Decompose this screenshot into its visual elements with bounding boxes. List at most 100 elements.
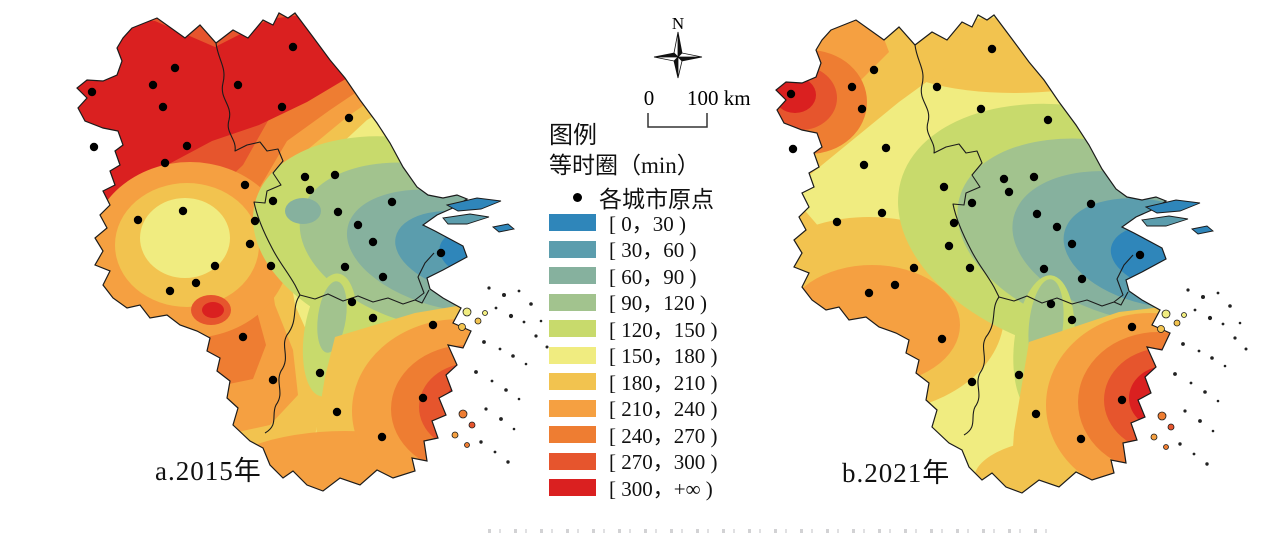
legend-row: [ 150，180 ) bbox=[549, 344, 769, 368]
city-origin-dot bbox=[890, 280, 900, 290]
city-origin-dot bbox=[944, 241, 954, 251]
city-origin-dot bbox=[158, 102, 168, 112]
city-origin-dot bbox=[999, 174, 1009, 184]
city-origin-dot bbox=[786, 89, 796, 99]
legend-swatch bbox=[549, 373, 596, 390]
isochrone-map-2021 bbox=[775, 14, 1248, 494]
legend-classes: [ 0，30 ) [ 30，60 ) [ 60，90 ) [ 90，120 ) … bbox=[549, 212, 769, 501]
legend-row: [ 30，60 ) bbox=[549, 238, 769, 262]
panel-label-2021: b.2021年 bbox=[842, 458, 951, 488]
city-origin-dot bbox=[1046, 299, 1056, 309]
legend-swatch bbox=[549, 399, 596, 417]
city-origin-dot bbox=[965, 263, 975, 273]
city-origin-dot bbox=[932, 82, 942, 92]
estuary-islands bbox=[1141, 199, 1214, 235]
legend-swatch bbox=[549, 320, 596, 337]
city-origin-dot bbox=[378, 272, 388, 282]
legend-point-label: 各城市原点 bbox=[599, 187, 714, 212]
city-origin-dot bbox=[191, 278, 201, 288]
legend-class-label: [ 180，210 ) bbox=[609, 370, 718, 395]
city-origin-dot bbox=[939, 182, 949, 192]
legend-swatch bbox=[549, 293, 596, 311]
legend-class-label: [ 300，+∞ ) bbox=[609, 476, 713, 501]
city-origin-dot bbox=[857, 104, 867, 114]
city-origin-dot bbox=[937, 334, 947, 344]
city-origin-dot bbox=[288, 42, 298, 52]
legend-row: [ 180，210 ) bbox=[549, 371, 769, 395]
city-origin-dot bbox=[333, 207, 343, 217]
legend: 图例 等时圈（min） 各城市原点 [ 0，30 ) [ 30，60 ) [ 6… bbox=[549, 122, 769, 506]
city-origin-dot bbox=[418, 393, 428, 403]
city-origin-dot bbox=[160, 158, 170, 168]
city-origin-dot bbox=[1004, 187, 1014, 197]
city-origin-dot bbox=[315, 368, 325, 378]
city-origin-dot bbox=[233, 80, 243, 90]
coastal-islands bbox=[451, 285, 549, 465]
city-origin-dot bbox=[347, 297, 357, 307]
city-origin-dot bbox=[1039, 264, 1049, 274]
legend-row: [ 60，90 ) bbox=[549, 265, 769, 289]
city-origin-dot bbox=[178, 206, 188, 216]
estuary-islands bbox=[442, 197, 515, 233]
city-origin-dot bbox=[1077, 274, 1087, 284]
scale-bar bbox=[647, 113, 708, 128]
city-origin-dot bbox=[967, 198, 977, 208]
city-origin-dot bbox=[788, 144, 798, 154]
legend-swatch bbox=[549, 452, 596, 470]
legend-swatch bbox=[549, 214, 596, 231]
city-origin-dot bbox=[300, 172, 310, 182]
north-label: N bbox=[672, 14, 684, 33]
legend-class-label: [ 270，300 ) bbox=[609, 450, 718, 474]
city-origin-dot bbox=[1076, 434, 1086, 444]
city-origin-dot bbox=[428, 320, 438, 330]
city-origin-dot bbox=[976, 104, 986, 114]
city-origin-dot bbox=[368, 237, 378, 247]
city-origin-dot bbox=[170, 63, 180, 73]
legend-swatch bbox=[549, 346, 596, 364]
city-origin-dot bbox=[330, 170, 340, 180]
city-origin-dot bbox=[240, 180, 250, 190]
city-origin-dot bbox=[268, 196, 278, 206]
legend-row: [ 300，+∞ ) bbox=[549, 477, 769, 501]
legend-class-label: [ 0，30 ) bbox=[609, 211, 686, 236]
legend-title: 图例 bbox=[549, 123, 597, 149]
city-origin-dot bbox=[847, 82, 857, 92]
city-origin-dot-icon bbox=[573, 192, 582, 202]
city-origin-dot bbox=[1067, 315, 1077, 325]
city-origin-dot bbox=[245, 239, 255, 249]
city-origin-dot bbox=[344, 113, 354, 123]
city-origin-dot bbox=[1032, 209, 1042, 219]
cropped-caption-remnant bbox=[488, 529, 1053, 533]
legend-class-label: [ 240，270 ) bbox=[609, 423, 718, 448]
city-origin-dot bbox=[1043, 115, 1053, 125]
legend-row: [ 240，270 ) bbox=[549, 424, 769, 448]
city-origin-dot bbox=[1031, 409, 1041, 419]
legend-class-label: [ 210，240 ) bbox=[609, 397, 718, 421]
city-origin-dots bbox=[786, 44, 1145, 444]
city-origin-dot bbox=[305, 185, 315, 195]
city-origin-dot bbox=[368, 313, 378, 323]
legend-row: [ 270，300 ) bbox=[549, 450, 769, 474]
city-origin-dot bbox=[987, 44, 997, 54]
coastal-islands bbox=[1150, 287, 1248, 467]
scale-end-label: 100 km bbox=[687, 86, 751, 110]
city-origin-dot bbox=[832, 217, 842, 227]
legend-row: [ 120，150 ) bbox=[549, 318, 769, 342]
city-origin-dot bbox=[165, 286, 175, 296]
city-origin-dot bbox=[859, 160, 869, 170]
legend-class-label: [ 30，60 ) bbox=[609, 238, 697, 262]
city-origin-dot bbox=[377, 432, 387, 442]
city-origin-dot bbox=[864, 288, 874, 298]
compass-icon bbox=[653, 31, 703, 79]
legend-swatch bbox=[549, 479, 596, 496]
city-origin-dot bbox=[877, 208, 887, 218]
city-origin-dot bbox=[967, 377, 977, 387]
city-origin-dots bbox=[87, 42, 446, 442]
city-origin-dot bbox=[1052, 222, 1062, 232]
legend-swatch bbox=[549, 267, 596, 284]
map-decorations: N 0 100 km bbox=[644, 14, 751, 128]
city-origin-dot bbox=[1086, 199, 1096, 209]
legend-row: [ 210，240 ) bbox=[549, 397, 769, 421]
city-origin-dot bbox=[340, 262, 350, 272]
